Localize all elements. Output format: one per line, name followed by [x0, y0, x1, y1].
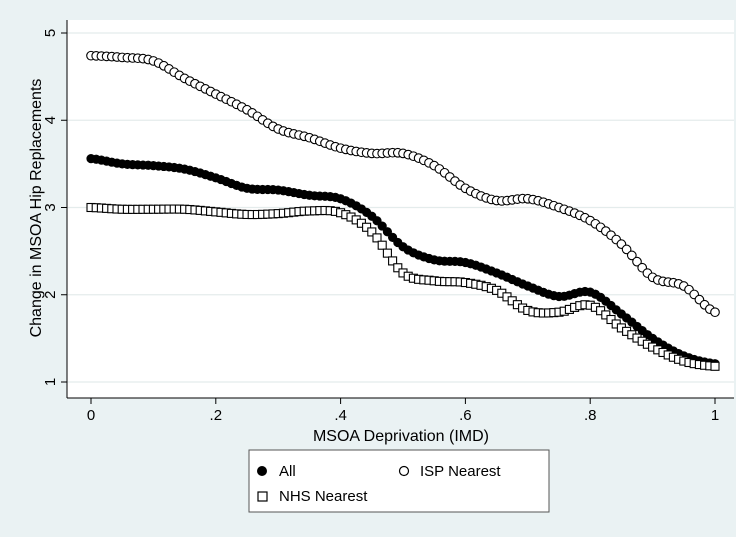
x-tick-label: .8: [584, 407, 597, 424]
data-point: [621, 244, 632, 255]
axes-layer: 1 2 3 4 5 0 .2 .4 .6 .8 1: [42, 20, 734, 424]
x-tick-label: 1: [711, 407, 719, 424]
data-point: [601, 310, 611, 320]
y-tick-label: 5: [42, 29, 59, 37]
x-tick-label: .6: [459, 407, 472, 424]
legend: All ISP Nearest NHS Nearest: [248, 449, 550, 513]
series-layer: [86, 50, 720, 371]
y-axis-title: Change in MSOA Hip Replacements: [28, 79, 45, 338]
y-tick-label: 3: [42, 203, 59, 211]
data-point: [372, 233, 382, 243]
data-point: [362, 222, 372, 232]
x-tick-label: .2: [210, 407, 223, 424]
data-point: [367, 227, 377, 237]
legend-marker-nhs-nearest: [257, 491, 268, 502]
legend-label-nhs-nearest: NHS Nearest: [279, 488, 368, 505]
series-all: [86, 154, 720, 369]
x-tick-label: 0: [87, 407, 95, 424]
data-point: [382, 227, 393, 237]
legend-box: [248, 449, 550, 513]
data-point: [377, 221, 387, 231]
data-point: [382, 248, 392, 258]
legend-label-isp-nearest: ISP Nearest: [420, 463, 501, 480]
data-point: [626, 250, 637, 261]
data-point: [388, 256, 398, 266]
data-point: [710, 361, 720, 371]
y-tick-label: 2: [42, 291, 59, 299]
legend-marker-all: [257, 466, 267, 476]
x-tick-label: .4: [334, 407, 347, 424]
y-tick-label: 1: [42, 378, 59, 386]
series-isp-nearest: [86, 50, 720, 318]
y-tick-label: 4: [42, 116, 59, 124]
legend-marker-isp-nearest: [398, 465, 410, 477]
data-point: [632, 256, 642, 267]
legend-label-all: All: [279, 463, 296, 480]
data-point: [377, 240, 387, 250]
x-axis-title: MSOA Deprivation (IMD): [313, 428, 489, 445]
data-point: [393, 263, 403, 273]
series-nhs-nearest: [86, 202, 720, 371]
data-point: [710, 307, 720, 318]
